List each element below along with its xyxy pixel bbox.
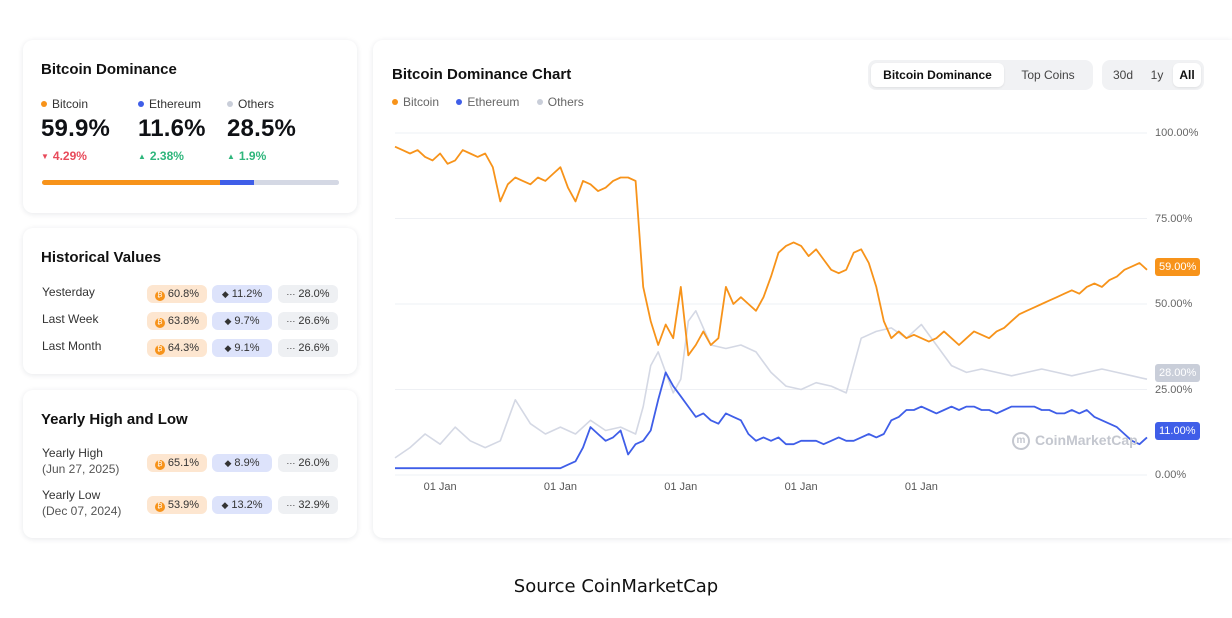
range-30d-button[interactable]: 30d	[1112, 68, 1134, 82]
yearly-high-others: ··· 26.0%	[278, 454, 338, 472]
legend-others[interactable]: Others	[547, 95, 584, 109]
historical-card: Historical Values Yesterday ₿ 60.8% ◆ 11.2…	[23, 228, 357, 374]
y-tick-label: 50.00%	[1155, 298, 1193, 310]
ellipsis-icon: ···	[286, 316, 296, 326]
yearly-title: Yearly High and Low	[41, 411, 188, 428]
end-label-bitcoin: 59.00%	[1155, 258, 1201, 276]
triangle-up-icon: ▲	[227, 152, 235, 161]
ethereum-dot-icon	[456, 98, 463, 105]
dominance-ethereum: Ethereum 11.6% ▲ 2.38%	[138, 97, 206, 163]
yearly-low-eth: ◆ 13.2%	[212, 496, 272, 514]
others-dot-icon	[536, 98, 543, 105]
yearly-low-date: (Dec 07, 2024)	[42, 504, 122, 518]
historical-row-others: ··· 26.6%	[278, 339, 338, 357]
bitcoin-coin-icon: ₿	[154, 345, 165, 355]
yearly-low-btc: ₿ 53.9%	[147, 496, 207, 514]
coinmarketcap-logo-icon: m	[1012, 432, 1030, 451]
bitcoin-coin-icon: ₿	[154, 460, 165, 470]
ethereum-dot-icon	[138, 100, 144, 107]
y-tick-label: 0.00%	[1155, 469, 1187, 481]
historical-title: Historical Values	[41, 249, 162, 266]
y-tick-label: 100.00%	[1155, 127, 1199, 139]
dominance-others: Others 28.5% ▲ 1.9%	[227, 97, 296, 163]
end-label-ethereum: 11.00%	[1155, 422, 1200, 440]
dominance-bitcoin-value: 59.9%	[41, 115, 111, 142]
others-dot-icon	[227, 100, 233, 107]
ellipsis-icon: ···	[286, 289, 296, 299]
dominance-ethereum-value: 11.6%	[138, 115, 206, 142]
historical-row-others: ··· 28.0%	[278, 285, 338, 303]
chart-title: Bitcoin Dominance Chart	[392, 66, 572, 83]
historical-row-label: Last Week	[42, 312, 99, 326]
ellipsis-icon: ···	[286, 500, 296, 510]
tab-top-coins[interactable]: Top Coins	[1021, 68, 1075, 82]
bitcoin-dot-icon	[41, 100, 47, 107]
yearly-row-label: Yearly Low (Dec 07, 2024)	[42, 487, 121, 519]
yearly-high-eth: ◆ 8.9%	[212, 454, 272, 472]
yearly-low-label: Yearly Low	[42, 488, 101, 502]
historical-row-eth: ◆ 11.2%	[212, 285, 272, 303]
bitcoin-coin-icon: ₿	[154, 502, 165, 512]
yearly-card: Yearly High and Low Yearly High (Jun 27,…	[23, 390, 357, 538]
ethereum-icon: ◆	[224, 316, 232, 326]
yearly-high-btc: ₿ 65.1%	[147, 454, 207, 472]
yearly-high-date: (Jun 27, 2025)	[42, 462, 120, 476]
chart-watermark: m CoinMarketCap	[1012, 432, 1138, 451]
historical-row-btc: ₿ 60.8%	[147, 285, 207, 303]
ethereum-icon: ◆	[224, 343, 232, 353]
legend-bitcoin[interactable]: Bitcoin	[403, 95, 440, 109]
range-1y-button[interactable]: 1y	[1150, 68, 1164, 82]
dominance-bitcoin: Bitcoin 59.9% ▼ 4.29%	[41, 97, 110, 163]
triangle-down-icon: ▼	[41, 152, 49, 161]
chart-view-tabs: Bitcoin Dominance Top Coins	[868, 60, 1093, 90]
historical-row-btc: ₿ 64.3%	[147, 339, 207, 357]
source-caption: Source CoinMarketCap	[513, 576, 719, 597]
dominance-others-value: 28.5%	[227, 115, 297, 142]
historical-row-label: Yesterday	[42, 285, 95, 299]
ethereum-icon: ◆	[221, 289, 229, 299]
ellipsis-icon: ···	[286, 458, 296, 468]
historical-row-label: Last Month	[42, 339, 102, 353]
dominance-share-bar	[42, 180, 339, 185]
legend-ethereum[interactable]: Ethereum	[467, 95, 520, 109]
tab-bitcoin-dominance[interactable]: Bitcoin Dominance	[871, 63, 1004, 87]
chart-card	[373, 40, 1232, 538]
y-tick-label: 25.00%	[1155, 384, 1193, 396]
bitcoin-coin-icon: ₿	[154, 318, 165, 328]
dominance-card: Bitcoin Dominance Bitcoin 59.9% ▼ 4.29% E…	[23, 40, 357, 213]
chart-legend: Bitcoin Ethereum Others	[392, 95, 584, 109]
y-tick-label: 75.00%	[1155, 213, 1193, 225]
range-all-button[interactable]: All	[1173, 63, 1201, 87]
share-bar-bitcoin	[42, 180, 220, 185]
ethereum-icon: ◆	[221, 500, 229, 510]
share-bar-ethereum	[219, 180, 255, 185]
bitcoin-dot-icon	[392, 98, 398, 105]
dominance-others-label: Others	[238, 97, 275, 111]
end-label-others: 28.00%	[1155, 364, 1201, 382]
historical-row-eth: ◆ 9.7%	[212, 312, 272, 330]
ellipsis-icon: ···	[286, 343, 296, 353]
yearly-low-others: ··· 32.9%	[278, 496, 338, 514]
bitcoin-coin-icon: ₿	[154, 291, 165, 301]
dominance-title: Bitcoin Dominance	[41, 61, 177, 78]
share-bar-others	[254, 180, 339, 185]
dominance-bitcoin-change: 4.29%	[52, 149, 87, 163]
chart-range-tabs: 30d 1y All	[1102, 60, 1204, 90]
historical-row-eth: ◆ 9.1%	[212, 339, 272, 357]
yearly-high-label: Yearly High	[42, 446, 103, 460]
yearly-row-label: Yearly High (Jun 27, 2025)	[42, 445, 119, 477]
dominance-ethereum-label: Ethereum	[149, 97, 202, 111]
dominance-bitcoin-label: Bitcoin	[52, 97, 89, 111]
historical-row-btc: ₿ 63.8%	[147, 312, 207, 330]
dominance-others-change: 1.9%	[238, 149, 267, 163]
dominance-ethereum-change: 2.38%	[149, 149, 184, 163]
triangle-up-icon: ▲	[138, 152, 146, 161]
ethereum-icon: ◆	[224, 458, 232, 468]
historical-row-others: ··· 26.6%	[278, 312, 338, 330]
